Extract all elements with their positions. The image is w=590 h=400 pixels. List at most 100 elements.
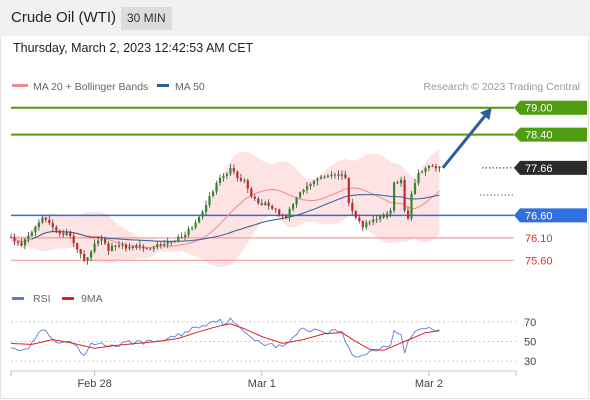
candle-body: [215, 183, 218, 192]
candle-body: [51, 223, 54, 228]
forecast-arrow-shaft: [441, 115, 486, 169]
candle-body: [44, 217, 47, 220]
resistance-label: 79.00: [525, 103, 553, 115]
candle-body: [243, 180, 246, 182]
candle-body: [97, 240, 100, 244]
x-tick-label: Mar 2: [415, 378, 443, 390]
candle-body: [149, 248, 152, 250]
candle-body: [16, 241, 20, 243]
candle-body: [114, 245, 117, 247]
candle-body: [110, 245, 114, 251]
candle-body: [222, 175, 225, 178]
candle-body: [191, 227, 194, 229]
candle-body: [180, 236, 183, 238]
candle-body: [30, 232, 33, 236]
candle-body: [121, 244, 124, 246]
candle-body: [351, 203, 354, 212]
candle-body: [107, 243, 110, 251]
candle-body: [90, 251, 93, 258]
candle-body: [375, 219, 378, 221]
candle-body: [253, 196, 256, 199]
candle-body: [424, 168, 427, 172]
candle-body: [205, 205, 208, 212]
candle-body: [170, 241, 173, 243]
resistance-label-box: [514, 100, 587, 115]
candle-body: [131, 247, 134, 248]
candle-body: [225, 173, 229, 176]
candle-body: [201, 211, 204, 217]
candle-body: [312, 180, 316, 185]
candle-body: [340, 174, 343, 176]
candle-body: [438, 166, 441, 169]
candle-body: [62, 233, 65, 235]
last-price-label-box: [514, 160, 587, 175]
candle-body: [79, 249, 82, 254]
candle-body: [306, 186, 309, 190]
candle-body: [319, 176, 323, 179]
candles-group: [9, 163, 441, 265]
candle-body: [316, 178, 319, 181]
candle-body: [159, 244, 162, 246]
candle-body: [229, 168, 232, 174]
resistance-label: 78.40: [525, 130, 553, 142]
candle-body: [393, 182, 396, 211]
candle-body: [138, 245, 141, 247]
candle-body: [100, 238, 103, 241]
candle-body: [163, 244, 166, 246]
candle-body: [347, 178, 350, 203]
candle-body: [386, 213, 389, 218]
chart-header: Crude Oil (WTI) 30 MIN: [0, 0, 590, 36]
candle-body: [292, 204, 295, 209]
timeframe-button[interactable]: 30 MIN: [121, 7, 172, 30]
candle-body: [309, 184, 312, 187]
candle-body: [152, 247, 155, 249]
candle-body: [333, 174, 336, 176]
candle-body: [86, 257, 89, 261]
candle-body: [246, 180, 249, 189]
candle-body: [58, 230, 61, 234]
candle-body: [236, 171, 239, 179]
candle-body: [37, 222, 40, 227]
candle-body: [142, 246, 145, 249]
candle-body: [264, 202, 267, 206]
candle-body: [271, 205, 274, 209]
rsi-tick-label: 50: [524, 336, 536, 348]
rsi-tick-label: 70: [524, 317, 536, 329]
candle-body: [372, 219, 375, 223]
candle-body: [285, 214, 288, 218]
candle-body: [281, 214, 284, 216]
candle-body: [302, 189, 305, 193]
forecast-arrow-head: [480, 107, 492, 121]
candle-body: [177, 236, 180, 242]
candle-body: [407, 210, 410, 219]
candle-body: [128, 247, 131, 249]
ma50-line: [31, 194, 440, 242]
rsi-legend-swatch: [12, 297, 24, 300]
candle-body: [260, 203, 263, 206]
rsi-line: [10, 317, 440, 358]
candle-body: [187, 228, 190, 235]
candle-body: [166, 241, 169, 244]
candle-body: [194, 222, 197, 228]
candle-body: [295, 197, 298, 205]
pivot-label: 76.60: [525, 210, 553, 222]
ma50-legend-label: MA 50: [175, 81, 205, 93]
candle-body: [323, 176, 326, 178]
candle-body: [232, 168, 235, 172]
candle-body: [267, 202, 270, 206]
candle-body: [117, 245, 121, 247]
candle-body: [55, 227, 58, 231]
candle-body: [410, 193, 413, 219]
support-label: 76.10: [525, 233, 553, 245]
candle-body: [330, 175, 333, 176]
candle-body: [72, 235, 75, 244]
candle-body: [83, 254, 86, 261]
x-tick-label: Feb 28: [77, 378, 111, 390]
instrument-title: Crude Oil (WTI): [11, 9, 116, 26]
candle-body: [274, 208, 277, 210]
ma20-legend-label: MA 20 + Bollinger Bands: [33, 81, 148, 93]
candle-body: [326, 175, 330, 178]
candle-body: [34, 226, 37, 233]
candle-body: [23, 239, 27, 246]
